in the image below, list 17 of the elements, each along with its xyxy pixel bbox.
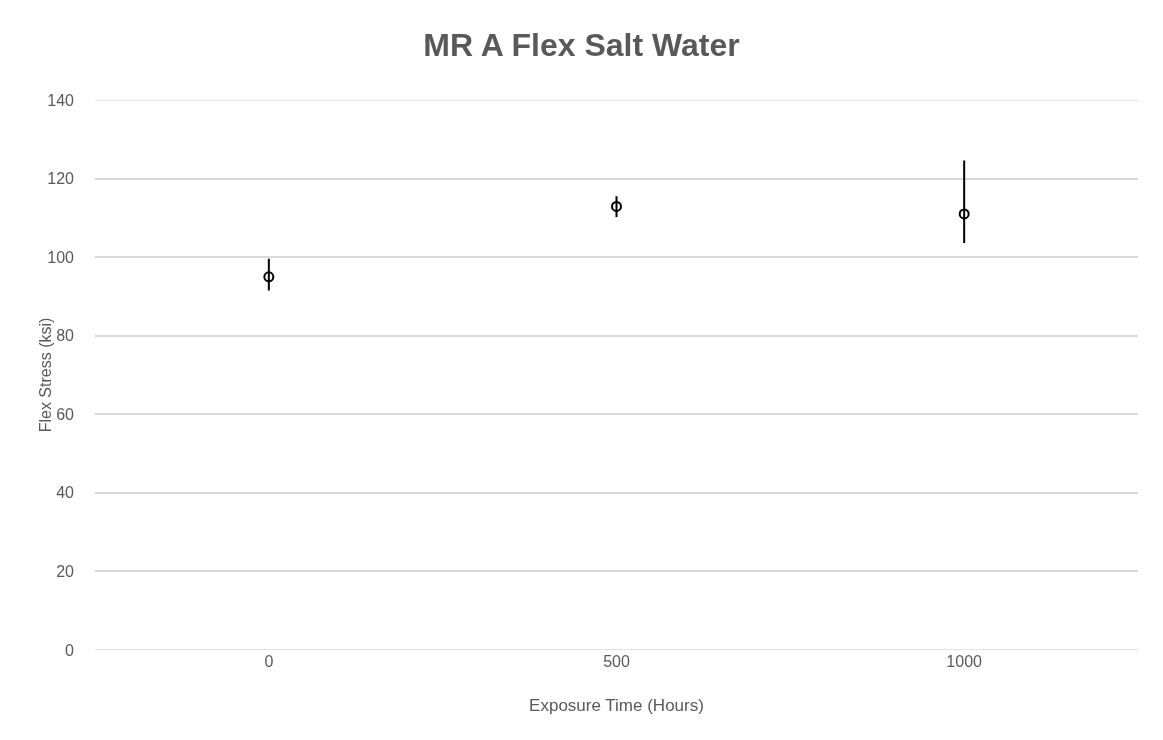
x-tick-label: 0 xyxy=(264,653,274,670)
y-tick-label: 120 xyxy=(47,170,75,188)
x-tick-label: 1000 xyxy=(946,653,983,670)
y-tick-label: 20 xyxy=(56,563,75,581)
y-tick-label: 100 xyxy=(47,248,75,266)
y-tick-label: 0 xyxy=(65,641,75,659)
x-axis-title: Exposure Time (Hours) xyxy=(529,696,704,715)
y-tick-label: 40 xyxy=(56,484,75,502)
x-tick-label: 500 xyxy=(603,653,630,670)
y-tick-label: 140 xyxy=(47,91,75,109)
y-tick-label: 80 xyxy=(56,327,75,345)
y-tick-label: 60 xyxy=(56,405,75,423)
y-axis-title: Flex Stress (ksi) xyxy=(37,317,55,433)
point xyxy=(611,200,622,212)
chart-title: MR A Flex Salt Water xyxy=(423,26,740,63)
point xyxy=(958,208,970,220)
point xyxy=(263,271,275,283)
